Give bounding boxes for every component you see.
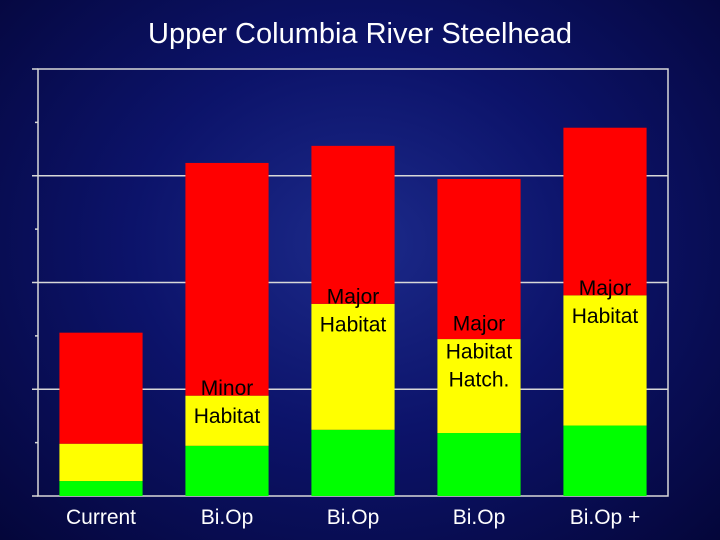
bar-segment xyxy=(59,443,143,482)
bar-label: Minor xyxy=(201,377,254,400)
bar-label: Major xyxy=(453,313,506,336)
bar-segment xyxy=(563,425,647,496)
bar-segment xyxy=(185,445,269,496)
bar-segment xyxy=(563,295,647,426)
bar-label: Habitat xyxy=(572,305,639,328)
bar-label: Hatch. xyxy=(449,369,510,392)
bar-segment xyxy=(437,178,521,340)
bar-segment xyxy=(563,127,647,296)
bar-segment xyxy=(59,481,143,496)
bar-label: Habitat xyxy=(194,405,261,428)
bar-segment xyxy=(437,433,521,496)
bar-segment xyxy=(437,339,521,434)
bar-segment xyxy=(311,145,395,304)
x-tick-label: Current xyxy=(66,506,136,529)
bar-label: Habitat xyxy=(320,313,387,336)
bar-segment xyxy=(311,429,395,496)
bar-segment xyxy=(185,395,269,446)
bar-segment xyxy=(311,303,395,430)
bar-segment xyxy=(59,332,143,444)
bar-label: Habitat xyxy=(446,341,513,364)
bar-segment xyxy=(185,162,269,396)
x-tick-label: Bi.Op xyxy=(453,506,506,529)
x-tick-label: Bi.Op xyxy=(327,506,380,529)
x-tick-label: Bi.Op + xyxy=(570,506,641,529)
x-tick-label: Bi.Op xyxy=(201,506,254,529)
bar-label: Major xyxy=(579,277,632,300)
chart-title: Upper Columbia River Steelhead xyxy=(148,18,572,50)
bar-label: Major xyxy=(327,285,380,308)
